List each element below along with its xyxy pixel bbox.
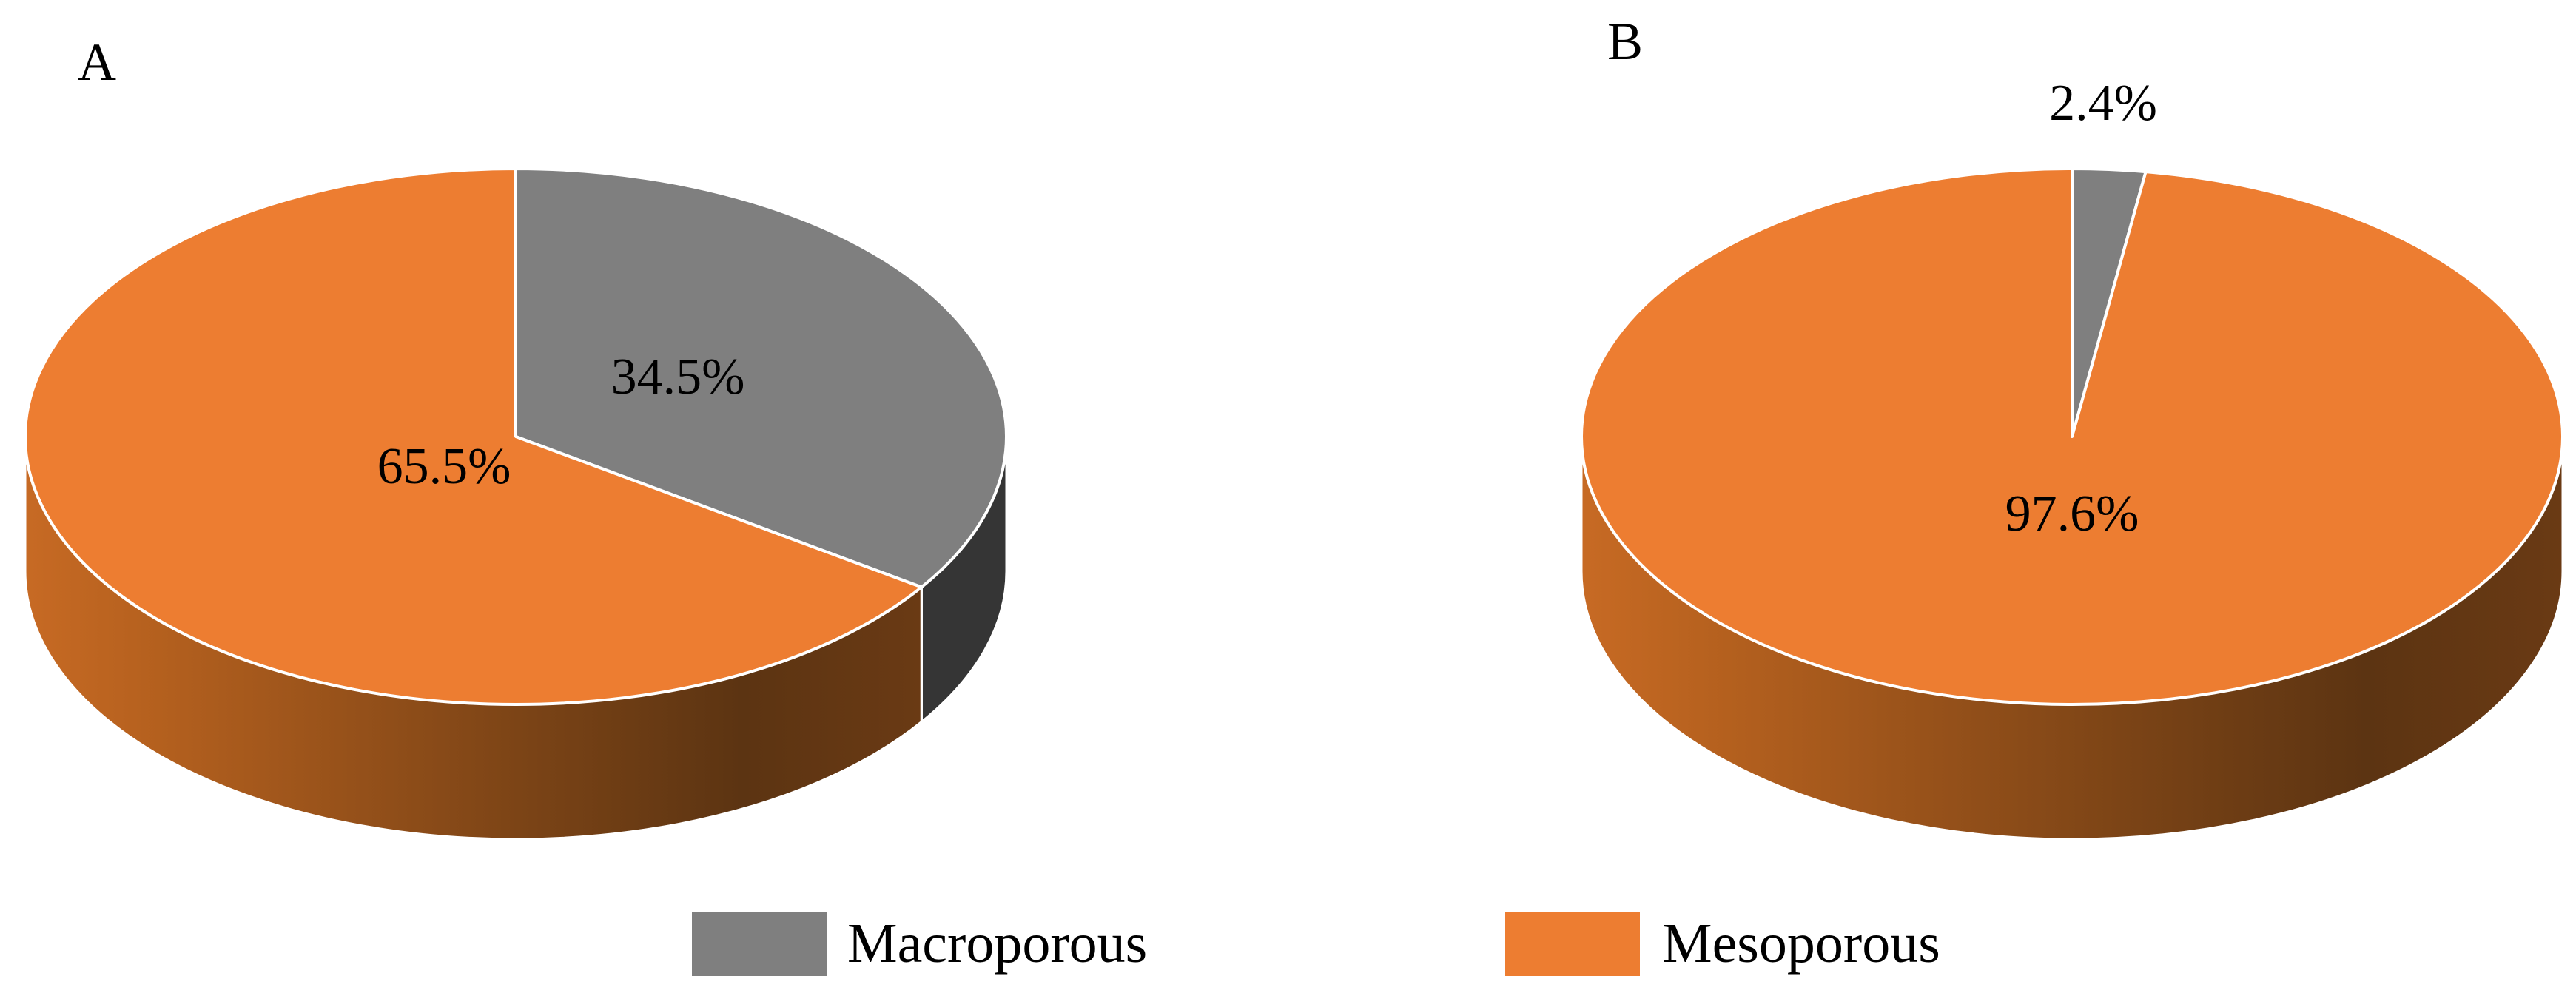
panel-label-b: B	[1607, 12, 1643, 71]
pie-slice-macroporous	[514, 167, 1008, 589]
legend-label-mesoporous: Mesoporous	[1662, 912, 1940, 975]
data-label-mesoporous: 65.5%	[377, 438, 511, 495]
legend-swatch-mesoporous	[1505, 912, 1640, 976]
pie-chart-b: B 2.4% 97.6%	[1580, 12, 2565, 841]
pie-slice-mesoporous	[1580, 167, 2565, 706]
pie-slice-mesoporous	[24, 167, 924, 706]
legend-swatch-macroporous	[692, 912, 827, 976]
data-label-macroporous: 2.4%	[2049, 75, 2157, 132]
legend-label-macroporous: Macroporous	[847, 912, 1147, 975]
legend: Macroporous Mesoporous	[692, 912, 1940, 976]
data-label-mesoporous: 97.6%	[2005, 485, 2139, 542]
panel-label-a: A	[78, 33, 116, 92]
pie-chart-a: A 34.5% 65.5%	[24, 33, 1008, 841]
data-label-macroporous: 34.5%	[611, 349, 745, 406]
